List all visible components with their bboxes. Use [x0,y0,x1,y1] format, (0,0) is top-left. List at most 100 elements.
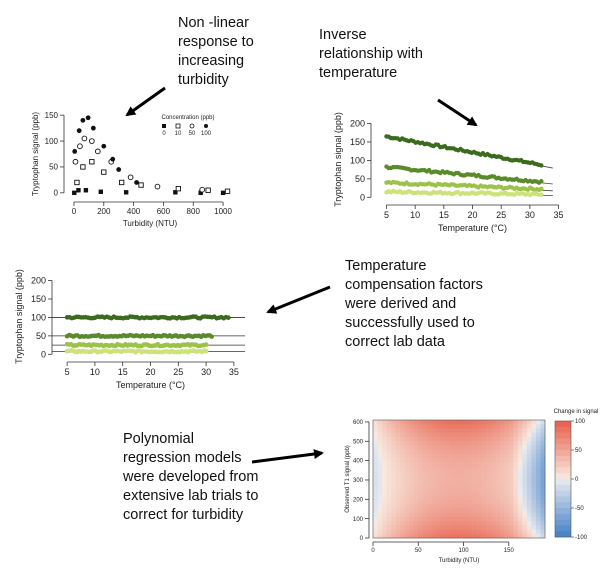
heat-cell [517,424,523,429]
heat-cell [531,436,537,442]
heat-cell [531,521,537,526]
heat-cell [535,487,541,492]
heat-cell [522,479,528,484]
heat-cell [431,432,437,438]
heat-cell [499,525,505,530]
heat-cell [504,449,510,455]
heat-cell [499,504,505,509]
heat-cell [522,462,528,467]
heat-cell [463,466,469,471]
point-conc-10 [101,169,107,175]
heat-cell [373,504,378,509]
heat-cell [531,479,537,484]
heat-cell [395,441,401,446]
heat-cell [499,521,505,526]
heat-cell [436,436,442,442]
heat-cell [386,491,392,497]
heat-cell [400,420,405,425]
point-conc-100 [76,128,82,134]
y-tick-label: 150 [350,137,365,147]
heat-cell [472,529,478,535]
heat-cell [427,495,433,501]
heat-cell [427,525,433,530]
heat-cell [468,495,473,501]
heat-cell [526,449,532,455]
heat-cell [431,420,437,425]
heat-cell [504,420,510,425]
heat-cell [468,479,473,484]
heat-cell [400,508,405,514]
heat-cell [459,441,464,446]
heat-cell [395,432,401,438]
heat-cell [463,470,469,476]
heat-cell [495,512,501,518]
heat-cell [449,441,455,446]
heat-cell [499,457,505,463]
heat-cell [395,495,401,501]
heat-cell [440,483,446,488]
heat-cell [449,495,455,501]
heat-cell [386,436,392,442]
heat-cell [540,504,546,509]
heat-cell [486,420,491,425]
heat-cell [386,504,392,509]
heat-cell [445,487,451,492]
heat-cell [517,525,523,530]
heat-cell [535,483,541,488]
heat-cell [522,441,528,446]
heat-cell [377,432,383,438]
heat-cell [504,516,510,522]
heat-cell [481,479,487,484]
heat-cell [508,479,514,484]
heat-cell [377,483,383,488]
heat-cell [486,428,491,433]
heat-cell [513,483,519,488]
heat-cell [386,516,392,522]
heat-cell [440,453,446,459]
heat-cell [472,512,478,518]
heat-cell [531,483,537,488]
heat-cell [535,466,541,471]
heat-cell [445,504,451,509]
point-conc-100 [116,167,122,172]
heat-cell [386,424,392,429]
heat-cell [395,533,401,539]
heat-cell [499,516,505,522]
heat-cell [540,529,546,535]
heat-cell [395,420,401,425]
heat-cell [517,449,523,455]
heat-cell [513,529,519,535]
heat-cell [459,529,464,535]
heat-cell [535,445,541,450]
heat-cell [422,462,428,467]
y-tick-label: 100 [350,156,365,166]
heat-cell [404,521,410,526]
heat-cell [445,441,451,446]
heat-cell [431,508,437,514]
chart-temperature: 5 10 15 20 25 30 35 0 50 100 150 200 Temperature (°C… [333,112,564,233]
heat-cell [531,420,537,425]
heat-cell [445,424,451,429]
heat-cell [513,474,519,480]
heat-cell [382,453,387,459]
heat-cell [373,436,378,442]
heat-cell [382,516,387,522]
heat-cell [495,441,501,446]
heat-cell [422,445,428,450]
heat-cell [535,508,541,514]
heat-cell [531,516,537,522]
heat-cell [495,483,501,488]
heat-cell [486,525,491,530]
heat-cell [373,479,378,484]
heat-cell [431,533,437,539]
heat-cell [535,516,541,522]
heat-cell [395,462,401,467]
heat-cell [449,533,455,539]
heat-cell [490,495,496,501]
heat-cell [386,512,392,518]
point-conc-0 [123,190,129,195]
heat-cell [468,529,473,535]
heat-cell [531,453,537,459]
heat-cell [440,479,446,484]
